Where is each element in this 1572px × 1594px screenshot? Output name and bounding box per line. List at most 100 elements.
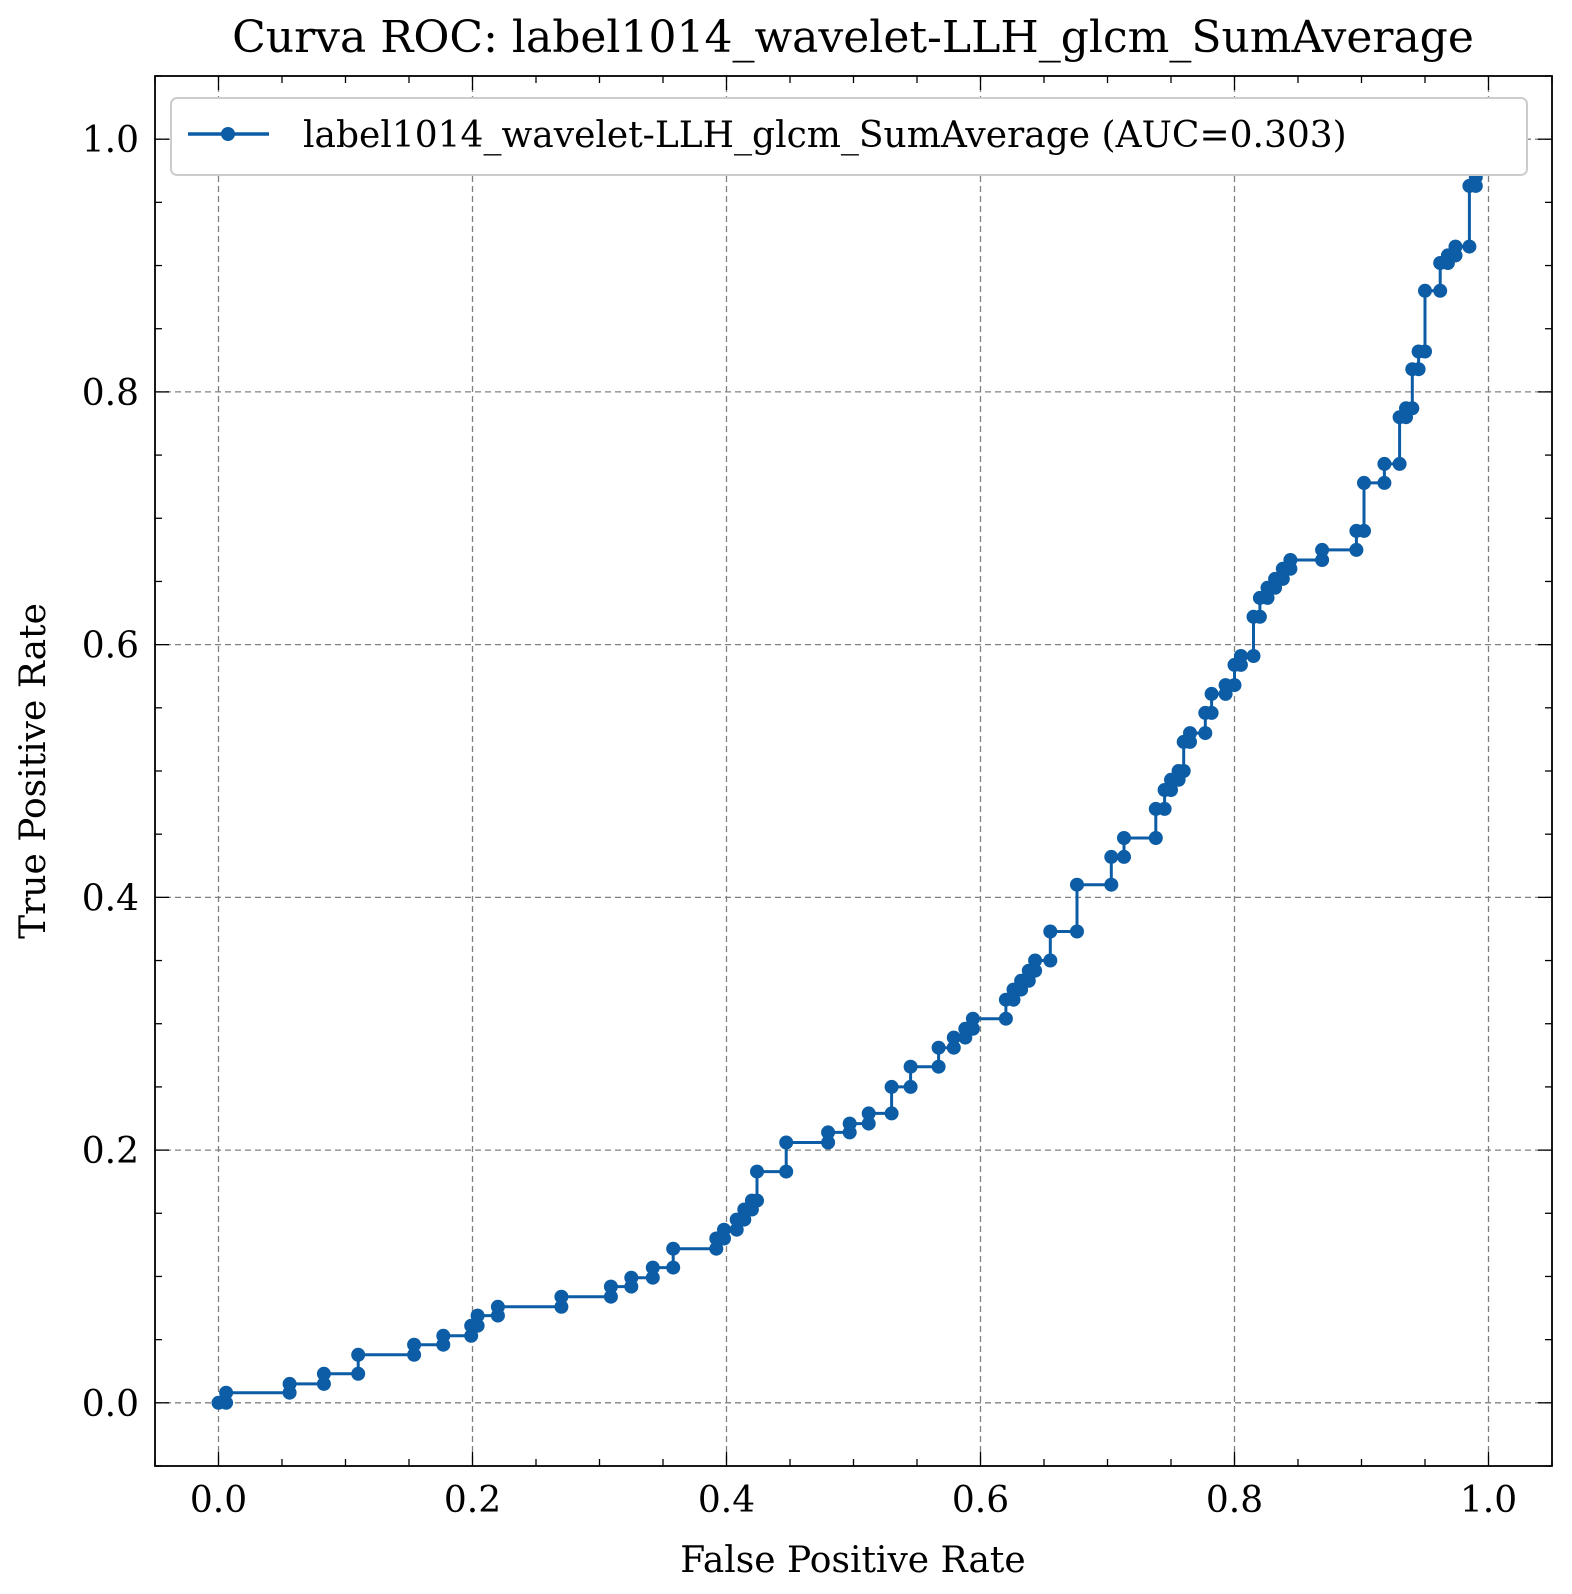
roc-point bbox=[965, 1011, 980, 1026]
y-tick-label: 0.2 bbox=[82, 1131, 139, 1172]
roc-point bbox=[1260, 590, 1275, 605]
roc-point bbox=[1176, 764, 1191, 778]
roc-point bbox=[821, 1135, 836, 1150]
roc-point bbox=[1448, 239, 1463, 254]
legend-box bbox=[170, 97, 1528, 176]
x-tick-label: 0.2 bbox=[444, 1480, 501, 1521]
roc-point bbox=[884, 1079, 899, 1094]
roc-point bbox=[464, 1328, 479, 1343]
y-tick-label: 0.0 bbox=[82, 1384, 139, 1425]
roc-point bbox=[709, 1241, 724, 1256]
roc-point bbox=[1411, 362, 1426, 377]
roc-point bbox=[645, 1260, 660, 1275]
roc-point bbox=[750, 1193, 764, 1208]
x-tick-label: 0.4 bbox=[698, 1480, 755, 1521]
roc-point bbox=[1233, 649, 1248, 663]
roc-point bbox=[1198, 726, 1213, 741]
roc-point bbox=[931, 1040, 946, 1055]
x-tick-label: 0.8 bbox=[1206, 1480, 1263, 1521]
roc-point bbox=[316, 1376, 331, 1391]
y-tick-label: 1.0 bbox=[82, 120, 139, 161]
roc-point bbox=[666, 1241, 681, 1256]
roc-point bbox=[470, 1308, 485, 1323]
roc-point bbox=[1028, 953, 1043, 968]
roc-point bbox=[884, 1106, 899, 1121]
roc-point bbox=[1418, 344, 1432, 359]
y-axis-label: True Positive Rate bbox=[13, 603, 54, 939]
roc-point bbox=[1148, 831, 1163, 845]
x-axis-label: False Positive Rate bbox=[680, 1540, 1025, 1581]
roc-point bbox=[1070, 877, 1084, 892]
roc-point bbox=[603, 1279, 618, 1294]
y-tick-label: 0.8 bbox=[82, 373, 139, 414]
roc-point bbox=[717, 1222, 731, 1237]
roc-point bbox=[1227, 678, 1242, 693]
roc-point bbox=[750, 1164, 764, 1179]
roc-point bbox=[666, 1260, 681, 1275]
roc-point bbox=[1204, 686, 1219, 701]
roc-point bbox=[931, 1059, 946, 1074]
roc-point bbox=[737, 1212, 752, 1227]
roc-point bbox=[1252, 609, 1267, 624]
roc-point bbox=[1043, 953, 1058, 968]
roc-point bbox=[965, 1021, 980, 1036]
roc-point bbox=[1043, 924, 1058, 939]
roc-point bbox=[861, 1116, 876, 1131]
x-tick-label: 1.0 bbox=[1460, 1480, 1517, 1521]
roc-point bbox=[1349, 542, 1364, 557]
roc-point bbox=[1070, 924, 1084, 939]
roc-point bbox=[946, 1040, 961, 1055]
roc-point bbox=[729, 1222, 744, 1237]
roc-point bbox=[1006, 992, 1021, 1007]
grid-layer bbox=[155, 76, 1552, 1466]
roc-point bbox=[1104, 849, 1119, 864]
roc-point bbox=[946, 1030, 961, 1045]
roc-point bbox=[1117, 831, 1131, 845]
chart-title: Curva ROC: label1014_wavelet-LLH_glcm_Su… bbox=[232, 12, 1474, 63]
roc-point bbox=[821, 1125, 836, 1140]
roc-point bbox=[1164, 783, 1178, 797]
roc-point bbox=[1357, 475, 1371, 490]
x-tick-label: 0.0 bbox=[190, 1480, 247, 1521]
roc-point bbox=[316, 1366, 331, 1381]
roc-point bbox=[436, 1328, 451, 1343]
roc-point bbox=[1157, 801, 1172, 816]
roc-point bbox=[470, 1318, 485, 1333]
roc-point bbox=[1246, 649, 1261, 663]
roc-point bbox=[1204, 705, 1219, 720]
roc-point bbox=[903, 1059, 918, 1074]
tick-layer: 0.0 0.2 0.4 0.6 0.8 1.0 0.0 0.2 0.4 0.6 0.8 1.0 bbox=[82, 75, 1553, 1521]
roc-point bbox=[282, 1376, 297, 1391]
roc-point bbox=[1021, 973, 1036, 988]
roc-point bbox=[351, 1366, 366, 1381]
roc-point bbox=[1392, 456, 1407, 471]
y-tick-label: 0.4 bbox=[82, 878, 139, 919]
plot-frame bbox=[154, 75, 1553, 1467]
roc-point bbox=[1117, 849, 1131, 864]
y-tick-label: 0.6 bbox=[82, 626, 139, 667]
roc-point bbox=[779, 1164, 794, 1179]
roc-point bbox=[407, 1337, 422, 1352]
roc-point bbox=[219, 1395, 234, 1410]
roc-point bbox=[603, 1289, 618, 1304]
legend-marker-sample bbox=[221, 127, 235, 141]
roc-point bbox=[624, 1270, 639, 1285]
roc-point bbox=[1283, 553, 1298, 567]
roc-point bbox=[554, 1299, 569, 1314]
roc-point bbox=[1418, 283, 1432, 298]
roc-point bbox=[1315, 553, 1330, 567]
roc-point bbox=[1357, 523, 1371, 538]
roc-point bbox=[779, 1135, 794, 1150]
roc-point bbox=[1183, 726, 1197, 741]
roc-point bbox=[998, 1011, 1013, 1026]
roc-point bbox=[1433, 283, 1448, 298]
roc-point bbox=[219, 1385, 234, 1400]
roc-point bbox=[1315, 542, 1330, 557]
series-layer bbox=[211, 170, 1483, 1410]
roc-point bbox=[1275, 571, 1290, 586]
roc-point bbox=[645, 1270, 660, 1285]
roc-point bbox=[554, 1289, 569, 1304]
roc-point bbox=[351, 1347, 366, 1362]
roc-point bbox=[490, 1299, 505, 1314]
